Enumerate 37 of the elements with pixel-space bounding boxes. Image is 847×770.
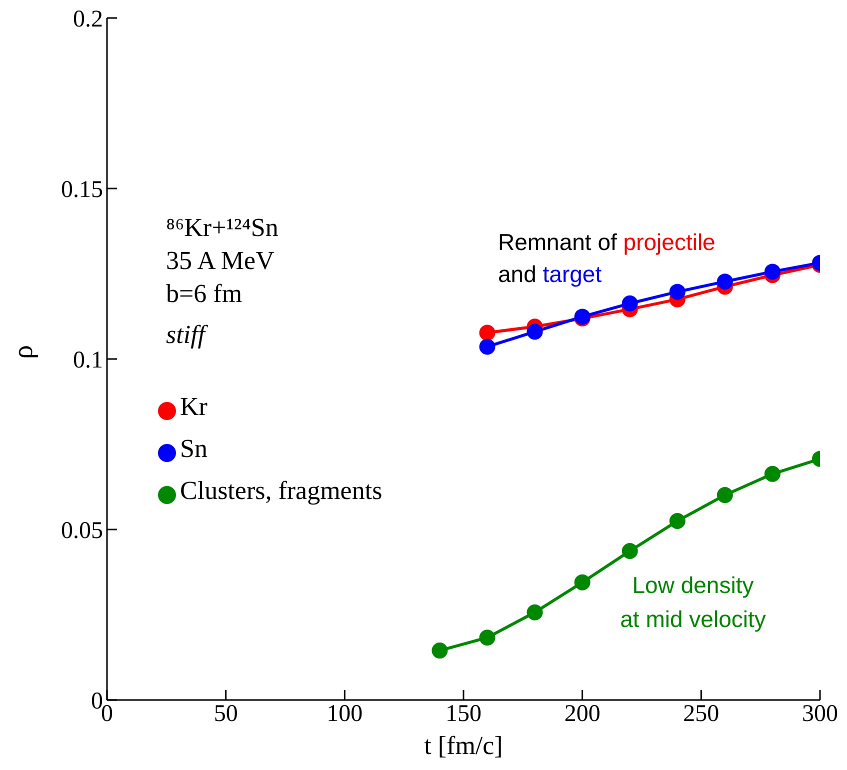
point [526,324,543,340]
y-axis-title: ρ [8,345,39,359]
point [669,284,686,300]
point [479,630,496,646]
point [716,274,733,290]
point [764,264,780,280]
annotation: Low density at mid velocity [619,571,767,634]
x-tick-label: 300 [802,701,838,728]
annotation: Remnant of projectile [498,228,716,257]
legend-label: Sn [180,434,208,463]
point [574,574,590,590]
x-axis-title: t [fm/c] [424,731,503,760]
y-tick-label: 0.2 [73,6,103,33]
point [479,324,496,341]
annotation: and target [498,260,603,289]
legend-label: Clusters, fragments [180,476,382,505]
point [432,642,448,659]
x-tick-label: 150 [446,701,482,728]
annotation: stiff [166,319,209,351]
point [764,466,780,482]
point [622,295,638,312]
point [716,487,733,504]
x-tick-label: 200 [564,701,600,728]
x-tick-label: 100 [326,701,363,728]
point [622,542,638,559]
legend-label: Kr [180,392,208,421]
annotation: b=6 fm [166,278,244,310]
annotation: ⁸⁶Kr+¹²⁴Sn [166,212,278,244]
x-tick-label: 50 [214,701,238,728]
annotation: 35 A MeV [166,245,276,277]
y-tick-label: 0.15 [61,177,103,204]
x-tick-label: 250 [683,701,720,728]
point [479,338,496,355]
y-tick-label: 0.05 [61,518,103,544]
y-tick-label: 0.1 [73,348,103,374]
point [526,604,543,620]
point [669,512,686,529]
